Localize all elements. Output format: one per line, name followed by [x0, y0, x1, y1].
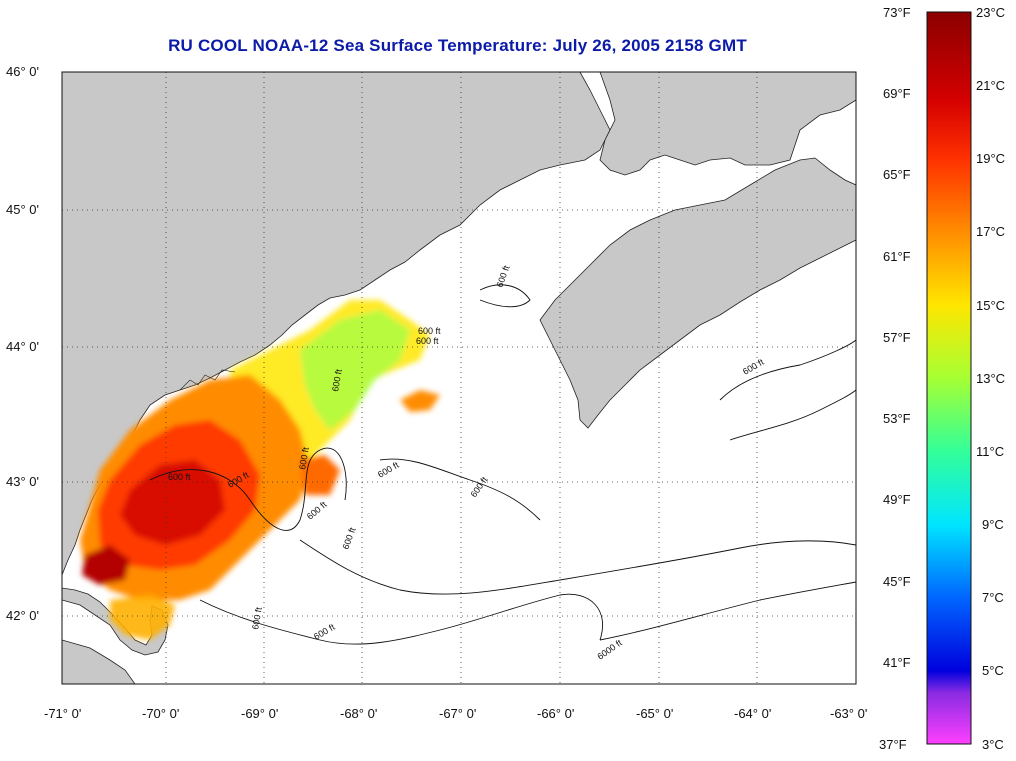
- lon-axis: -71° 0' -70° 0' -69° 0' -68° 0' -67° 0' …: [44, 706, 867, 721]
- contour-label: 600 ft: [330, 368, 344, 392]
- colorbar-f-label: 69°F: [883, 86, 911, 101]
- colorbar-c-label: 23°C: [976, 5, 1005, 20]
- land-nova-scotia: [539, 157, 856, 429]
- land-new-brunswick-north: [599, 72, 856, 176]
- lon-label: -66° 0': [537, 706, 574, 721]
- colorbar-f-label: 65°F: [883, 167, 911, 182]
- land-south-shore: [62, 639, 136, 684]
- colorbar-f-labels: 73°F 69°F 65°F 61°F 57°F 53°F 49°F 45°F …: [879, 5, 911, 752]
- lon-label: -64° 0': [734, 706, 771, 721]
- lat-label: 43° 0': [6, 474, 39, 489]
- colorbar-c-label: 21°C: [976, 78, 1005, 93]
- colorbar-f-label: 37°F: [879, 737, 907, 752]
- lat-label: 42° 0': [6, 608, 39, 623]
- colorbar-c-label: 13°C: [976, 371, 1005, 386]
- lat-label: 46° 0': [6, 64, 39, 79]
- colorbar-c-labels: 23°C 21°C 19°C 17°C 15°C 13°C 11°C 9°C 7…: [976, 5, 1005, 752]
- map-title: RU COOL NOAA-12 Sea Surface Temperature:…: [168, 36, 747, 55]
- colorbar-c-label: 7°C: [982, 590, 1004, 605]
- colorbar-c-label: 19°C: [976, 151, 1005, 166]
- lon-label: -70° 0': [142, 706, 179, 721]
- graticule: [62, 72, 856, 684]
- colorbar-c-label: 9°C: [982, 517, 1004, 532]
- lon-label: -67° 0': [439, 706, 476, 721]
- sst-field: [80, 300, 440, 640]
- contour-label: 600 ft: [297, 446, 311, 470]
- contour-label: 600 ft: [168, 472, 191, 482]
- lon-label: -71° 0': [44, 706, 81, 721]
- lat-axis: 46° 0' 45° 0' 44° 0' 43° 0' 42° 0': [6, 64, 39, 623]
- colorbar-f-label: 41°F: [883, 655, 911, 670]
- map-frame: [61, 71, 857, 685]
- colorbar-f-label: 53°F: [883, 411, 911, 426]
- lon-label: -69° 0': [241, 706, 278, 721]
- colorbar-c-label: 15°C: [976, 298, 1005, 313]
- colorbar-f-label: 49°F: [883, 492, 911, 507]
- depth-contours: [149, 284, 856, 645]
- colorbar-c-label: 11°C: [976, 444, 1004, 459]
- lon-label: -68° 0': [340, 706, 377, 721]
- colorbar-c-label: 3°C: [982, 737, 1004, 752]
- contour-label: 600 ft: [416, 336, 439, 346]
- lon-label: -63° 0': [830, 706, 867, 721]
- contour-label: 600 ft: [418, 326, 441, 336]
- lat-label: 44° 0': [6, 339, 39, 354]
- colorbar-f-label: 45°F: [883, 574, 911, 589]
- colorbar-f-label: 73°F: [883, 5, 911, 20]
- lon-label: -65° 0': [636, 706, 673, 721]
- contour-label: 600 ft: [250, 606, 264, 630]
- colorbar-f-label: 61°F: [883, 249, 911, 264]
- colorbar-c-label: 5°C: [982, 663, 1004, 678]
- lat-label: 45° 0': [6, 202, 39, 217]
- colorbar-c-label: 17°C: [976, 224, 1005, 239]
- colorbar-f-label: 57°F: [883, 330, 911, 345]
- colorbar: [926, 11, 972, 745]
